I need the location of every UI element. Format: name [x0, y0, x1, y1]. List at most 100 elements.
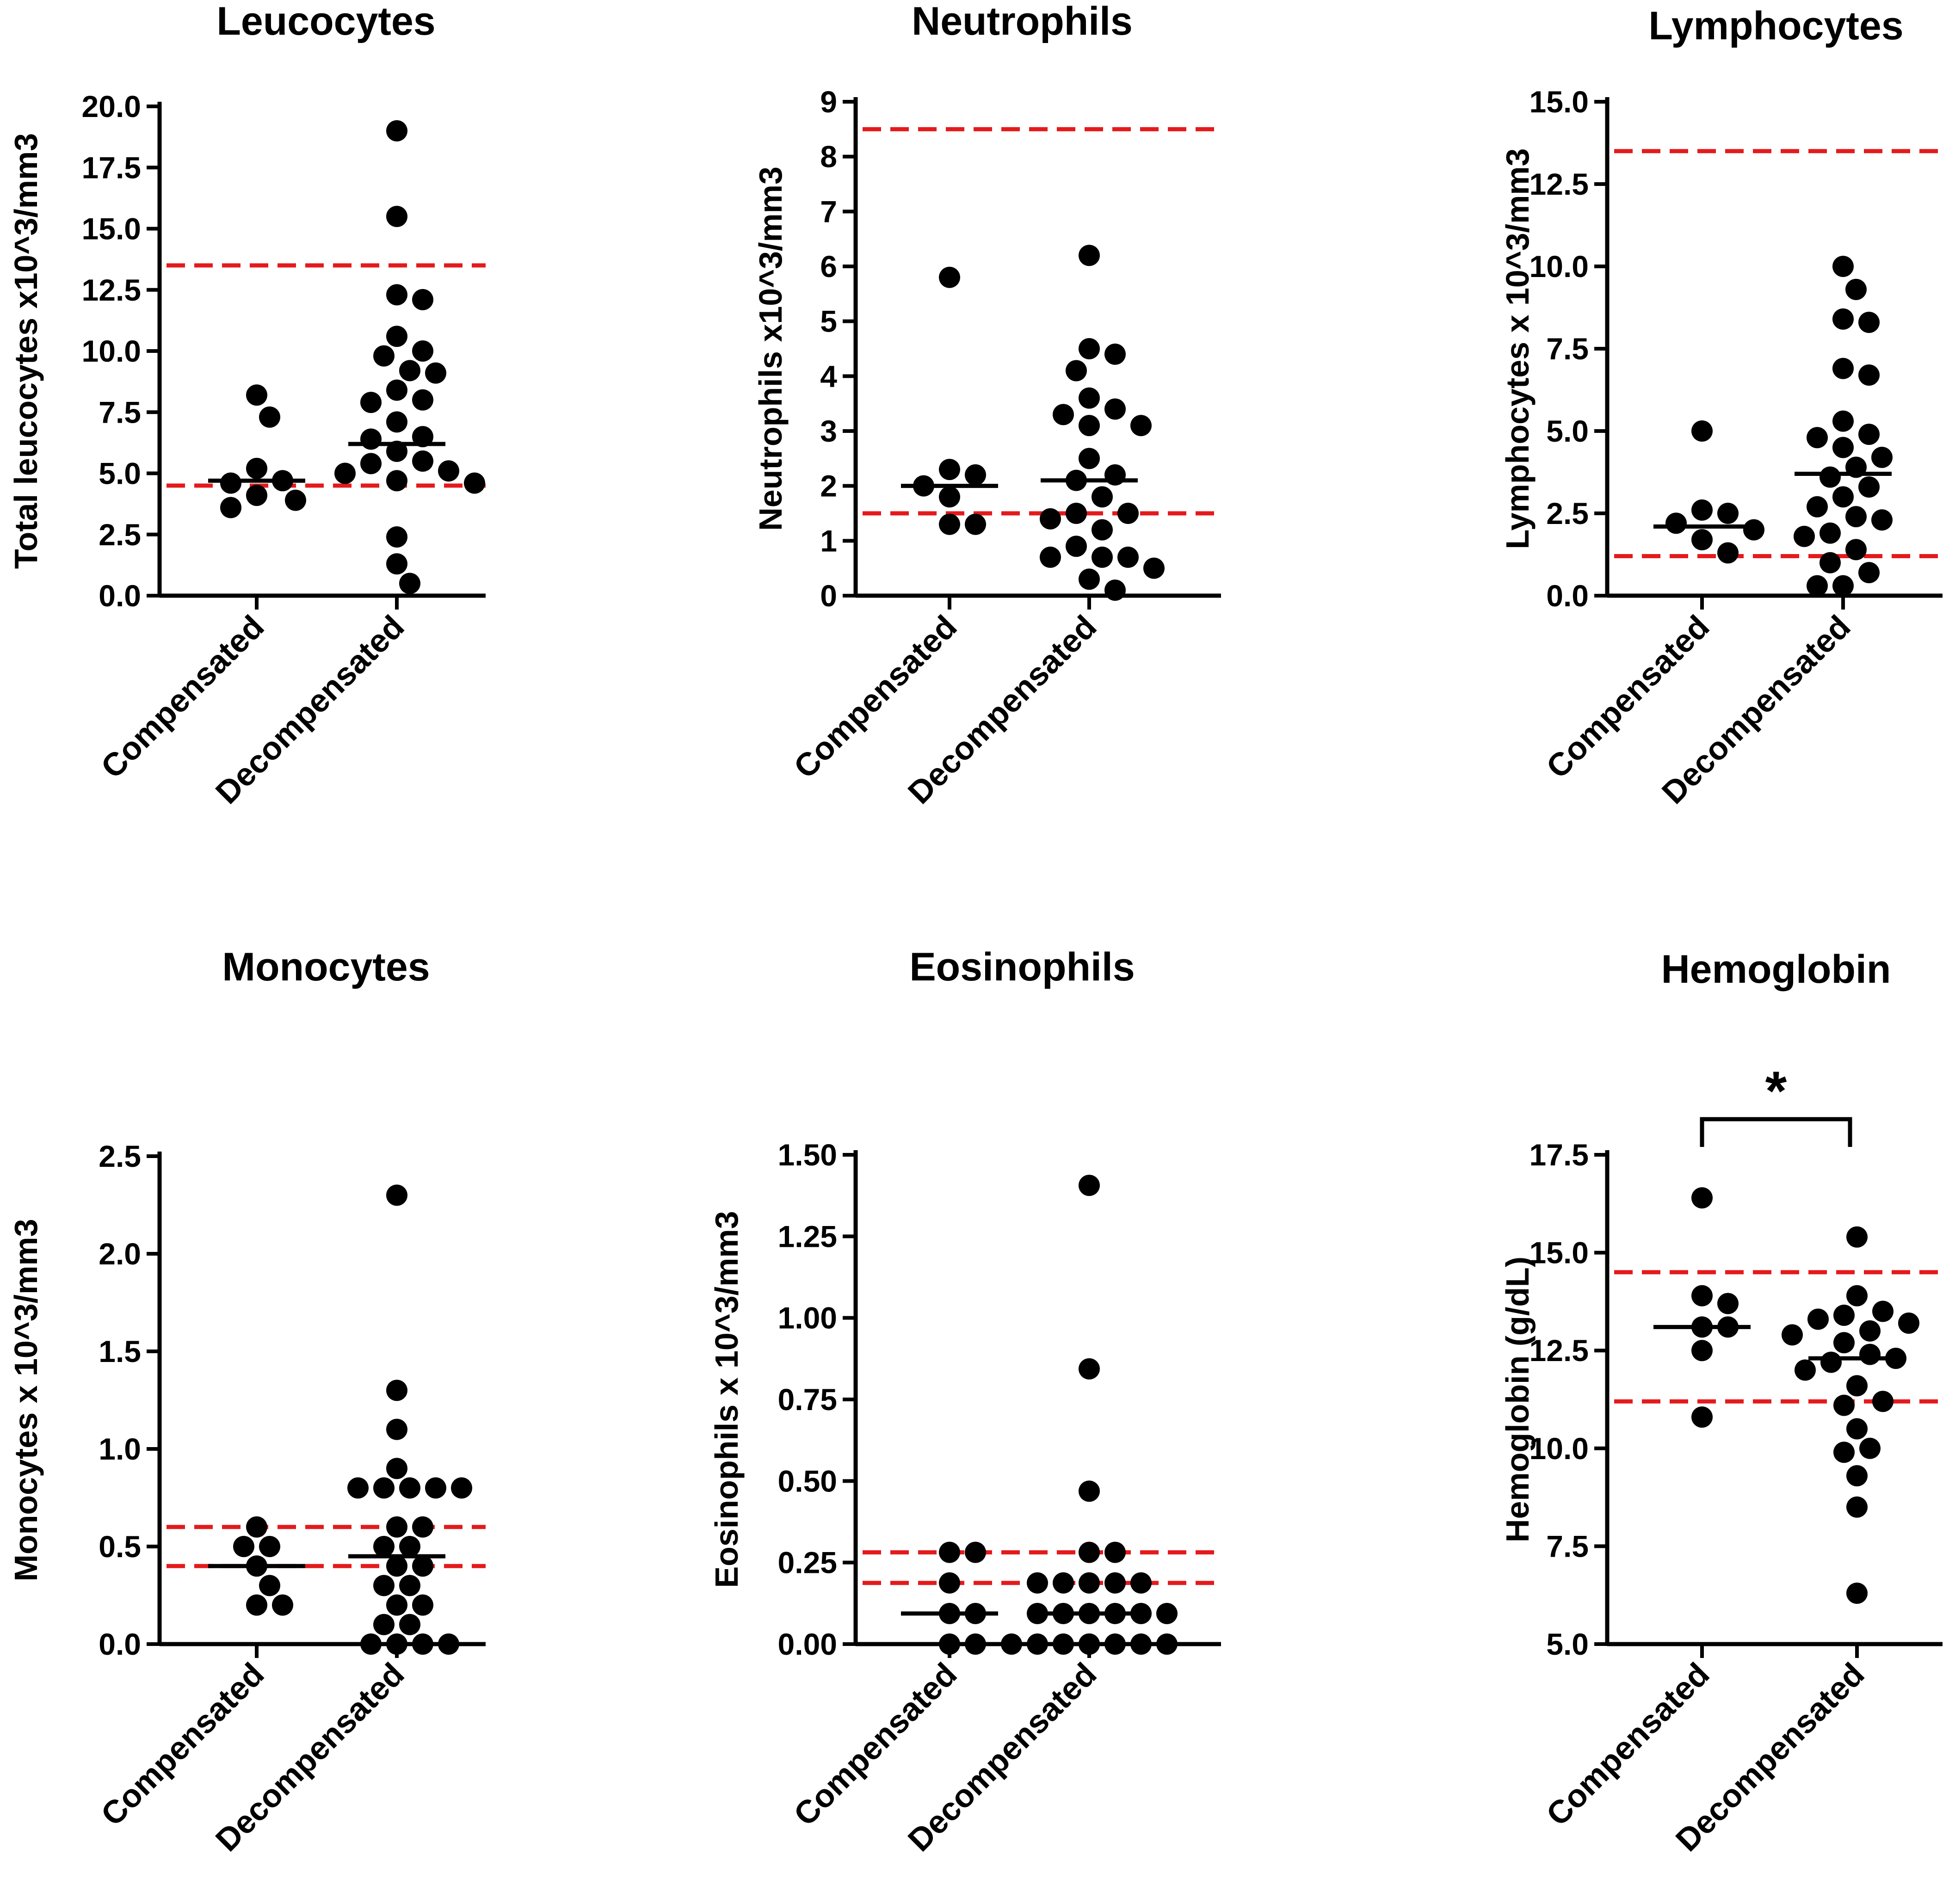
y-tick-label: 7.5: [99, 395, 141, 429]
chart-title: Neutrophils: [912, 0, 1133, 43]
y-tick-label: 0.75: [778, 1382, 837, 1417]
data-point: [334, 462, 356, 484]
y-tick-label: 12.5: [1530, 1333, 1589, 1368]
data-point: [347, 1477, 369, 1499]
y-tick-label: 7: [820, 194, 837, 228]
y-tick-label: 0.0: [1546, 579, 1589, 613]
chart-title: Leucocytes: [216, 0, 435, 43]
data-point: [1846, 1418, 1868, 1440]
data-point: [438, 460, 459, 482]
data-point: [386, 120, 407, 142]
data-point: [1832, 308, 1854, 330]
data-point: [939, 459, 960, 481]
data-point: [386, 1418, 407, 1440]
data-point: [1833, 1394, 1855, 1416]
chart-title: Eosinophils: [909, 945, 1135, 989]
data-point: [259, 1575, 280, 1596]
data-point: [246, 384, 267, 406]
data-point: [965, 464, 986, 486]
data-point: [373, 1575, 395, 1596]
y-tick-label: 1.0: [99, 1432, 141, 1466]
y-tick-label: 12.5: [82, 273, 141, 307]
data-point: [1846, 1226, 1868, 1248]
data-point: [373, 1536, 395, 1557]
data-point: [1807, 496, 1828, 518]
data-point: [464, 472, 485, 494]
y-tick-label: 2.5: [1546, 496, 1589, 530]
data-point: [1665, 512, 1687, 534]
chart-panel-eosinophils: Eosinophils0.000.250.500.751.001.251.50C…: [709, 945, 1221, 1858]
data-point: [233, 1536, 254, 1557]
data-point: [1871, 509, 1893, 531]
data-point: [1104, 579, 1126, 601]
data-point: [1079, 1480, 1100, 1502]
y-tick-label: 17.5: [82, 150, 141, 185]
y-tick-label: 0: [820, 579, 837, 613]
data-point: [1066, 503, 1087, 524]
data-point: [386, 1594, 407, 1616]
data-point: [451, 1477, 472, 1499]
data-point: [939, 266, 960, 288]
y-tick-label: 4: [820, 359, 837, 393]
data-point: [1832, 486, 1854, 508]
data-point: [939, 486, 960, 508]
data-point: [1092, 546, 1113, 568]
data-point: [1079, 1541, 1100, 1563]
data-point: [399, 573, 420, 594]
data-point: [1092, 519, 1113, 541]
y-tick-label: 1.50: [778, 1138, 837, 1172]
data-point: [412, 389, 433, 411]
data-point: [939, 1572, 960, 1594]
data-point: [1898, 1312, 1919, 1334]
data-point: [1858, 562, 1880, 584]
data-point: [1807, 1308, 1829, 1330]
data-point: [1691, 420, 1713, 442]
data-point: [1079, 245, 1100, 266]
y-tick-label: 6: [820, 249, 837, 283]
y-tick-label: 3: [820, 414, 837, 448]
data-point: [1858, 476, 1880, 498]
data-point: [412, 450, 433, 472]
data-point: [1845, 278, 1867, 300]
data-point: [1053, 1572, 1074, 1594]
y-tick-label: 15.0: [1530, 1236, 1589, 1270]
data-point: [1079, 448, 1100, 469]
data-point: [1845, 539, 1867, 561]
data-point: [1104, 1541, 1126, 1563]
data-point: [1079, 1633, 1100, 1655]
data-point: [399, 1536, 420, 1557]
data-point: [246, 1594, 267, 1616]
data-point: [1872, 1300, 1893, 1322]
data-point: [1691, 1187, 1713, 1209]
data-point: [399, 1575, 420, 1596]
data-point: [1691, 1340, 1713, 1362]
data-point: [1079, 1572, 1100, 1594]
y-axis-label: Eosinophils x 10^3/mm3: [709, 1211, 745, 1588]
data-point: [1819, 522, 1841, 544]
chart-panel-leucocytes: Leucocytes 0.0 2.5 5.0 7.5 10.0 12.5 15.0 17.5 20…: [8, 0, 486, 811]
data-point: [1846, 1285, 1868, 1306]
data-point: [386, 553, 407, 575]
data-point: [360, 392, 382, 413]
significance-marker: *: [1765, 1060, 1787, 1122]
data-point: [438, 1633, 459, 1655]
y-tick-label: 15.0: [82, 212, 141, 246]
data-point: [1846, 1375, 1868, 1397]
data-point: [386, 411, 407, 433]
data-point: [220, 472, 241, 494]
data-point: [1040, 546, 1061, 568]
y-tick-label: 5.0: [99, 456, 141, 491]
data-point: [425, 362, 446, 384]
data-point: [373, 1614, 395, 1635]
data-point: [1104, 343, 1126, 365]
data-point: [1717, 503, 1739, 524]
data-point: [1079, 1358, 1100, 1380]
y-tick-label: 0.0: [99, 1627, 141, 1661]
data-point: [259, 1536, 280, 1557]
y-tick-label: 8: [820, 140, 837, 174]
data-point: [246, 1516, 267, 1538]
data-point: [412, 1633, 433, 1655]
y-tick-label: 0.5: [99, 1529, 141, 1564]
y-tick-label: 12.5: [1530, 167, 1589, 201]
